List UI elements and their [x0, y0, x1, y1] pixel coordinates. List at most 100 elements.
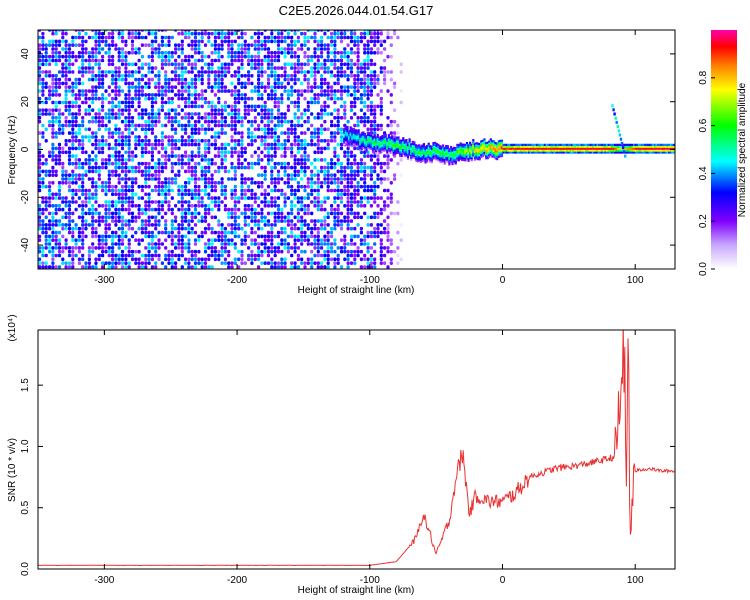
heatmap-cell — [296, 181, 300, 185]
heatmap-cell — [91, 204, 95, 208]
heatmap-cell — [157, 200, 161, 204]
heatmap-cell — [353, 85, 357, 89]
heatmap-cell — [170, 253, 174, 258]
heatmap-cell — [237, 100, 241, 105]
heatmap-cell — [127, 253, 131, 258]
heatmap-cell — [376, 158, 380, 162]
heatmap-cell — [177, 223, 181, 227]
heatmap-trace-cell — [360, 135, 363, 138]
heatmap-cell — [353, 154, 357, 158]
heatmap-cell — [210, 200, 214, 204]
heatmap-cell — [207, 242, 211, 246]
heatmap-cell — [67, 104, 72, 109]
heatmap-cell — [94, 211, 98, 216]
heatmap-cell — [81, 223, 85, 227]
heatmap-cell — [177, 146, 181, 151]
heatmap-cell — [247, 131, 251, 135]
heatmap-cell — [190, 154, 194, 158]
heatmap-cell — [230, 58, 234, 63]
heatmap-cell — [114, 96, 118, 101]
heatmap-cell — [157, 81, 161, 86]
heatmap-cell — [266, 161, 271, 166]
heatmap-cell — [134, 62, 138, 67]
heatmap-cell — [323, 77, 327, 82]
heatmap-cell — [283, 265, 287, 269]
heatmap-cell — [247, 196, 251, 200]
heatmap-cell — [177, 31, 181, 36]
heatmap-cell — [376, 173, 380, 177]
heatmap-cell — [260, 74, 264, 78]
heatmap-cell — [144, 184, 148, 189]
heatmap-cell — [130, 31, 135, 36]
heatmap-cell — [193, 207, 198, 212]
heatmap-cell — [273, 165, 277, 170]
heatmap-cell — [326, 234, 330, 239]
heatmap-cell — [51, 142, 55, 147]
heatmap-cell — [306, 226, 310, 231]
heatmap-cell — [84, 127, 88, 132]
heatmap-cell — [296, 139, 300, 143]
heatmap-cell — [147, 165, 151, 170]
heatmap-cell — [81, 215, 85, 220]
heatmap-cell — [326, 35, 330, 40]
heatmap-cell — [339, 246, 344, 250]
heatmap-trace-cell — [375, 148, 378, 151]
heatmap-trace-cell — [442, 146, 445, 149]
heatmap-cell — [373, 43, 377, 47]
heatmap-trace-cell — [386, 139, 389, 142]
heatmap-cell — [247, 188, 251, 193]
heatmap-cell — [187, 265, 191, 269]
heatmap-cell — [247, 177, 251, 181]
heatmap-cell — [187, 181, 191, 185]
heatmap-cell — [74, 165, 78, 170]
heatmap-cell — [177, 66, 181, 70]
heatmap-cell — [366, 108, 370, 112]
heatmap-cell — [170, 96, 174, 101]
heatmap-cell — [117, 77, 121, 82]
heatmap-trace-cell — [387, 141, 390, 144]
heatmap-cell — [336, 131, 340, 135]
heatmap-cell — [197, 192, 201, 197]
heatmap-cell — [290, 265, 294, 269]
heatmap-cell — [127, 108, 131, 112]
heatmap-cell — [137, 81, 141, 86]
heatmap-cell — [184, 169, 188, 174]
heatmap-cell — [91, 223, 95, 227]
heatmap-cell — [257, 226, 261, 231]
heatmap-trace-cell — [427, 157, 430, 161]
heatmap-cell — [187, 54, 191, 59]
heatmap-cell — [323, 43, 327, 47]
heatmap-cell — [193, 112, 198, 116]
heatmap-cell — [140, 54, 144, 59]
heatmap-cell — [349, 85, 354, 89]
heatmap-cell — [286, 184, 290, 189]
heatmap-cell — [310, 200, 314, 204]
heatmap-cell — [203, 158, 208, 162]
heatmap-cell — [253, 150, 257, 155]
heatmap-cell — [127, 100, 131, 105]
heatmap-cell — [270, 196, 274, 200]
heatmap-cell — [323, 181, 327, 185]
heatmap-cell — [140, 161, 144, 166]
heatmap-cell — [180, 200, 184, 204]
heatmap-cell — [44, 196, 48, 200]
heatmap-cell — [300, 139, 304, 143]
heatmap-cell — [339, 223, 344, 227]
heatmap-cell — [286, 43, 290, 47]
heatmap-cell — [393, 31, 397, 36]
heatmap-cell — [293, 177, 297, 181]
heatmap-cell — [339, 66, 344, 70]
heatmap-cell — [243, 93, 247, 97]
heatmap-cell — [290, 119, 294, 124]
heatmap-cell — [203, 112, 208, 116]
heatmap-cell — [180, 226, 184, 231]
heatmap-cell — [257, 51, 261, 55]
heatmap-cell — [293, 112, 297, 116]
heatmap-cell — [124, 100, 128, 105]
heatmap-cell — [223, 196, 227, 200]
heatmap-cell — [326, 169, 330, 174]
heatmap-cell — [41, 261, 45, 265]
heatmap-trace-cell — [384, 139, 387, 142]
heatmap-cell — [177, 154, 181, 158]
heatmap-cell — [193, 58, 198, 63]
